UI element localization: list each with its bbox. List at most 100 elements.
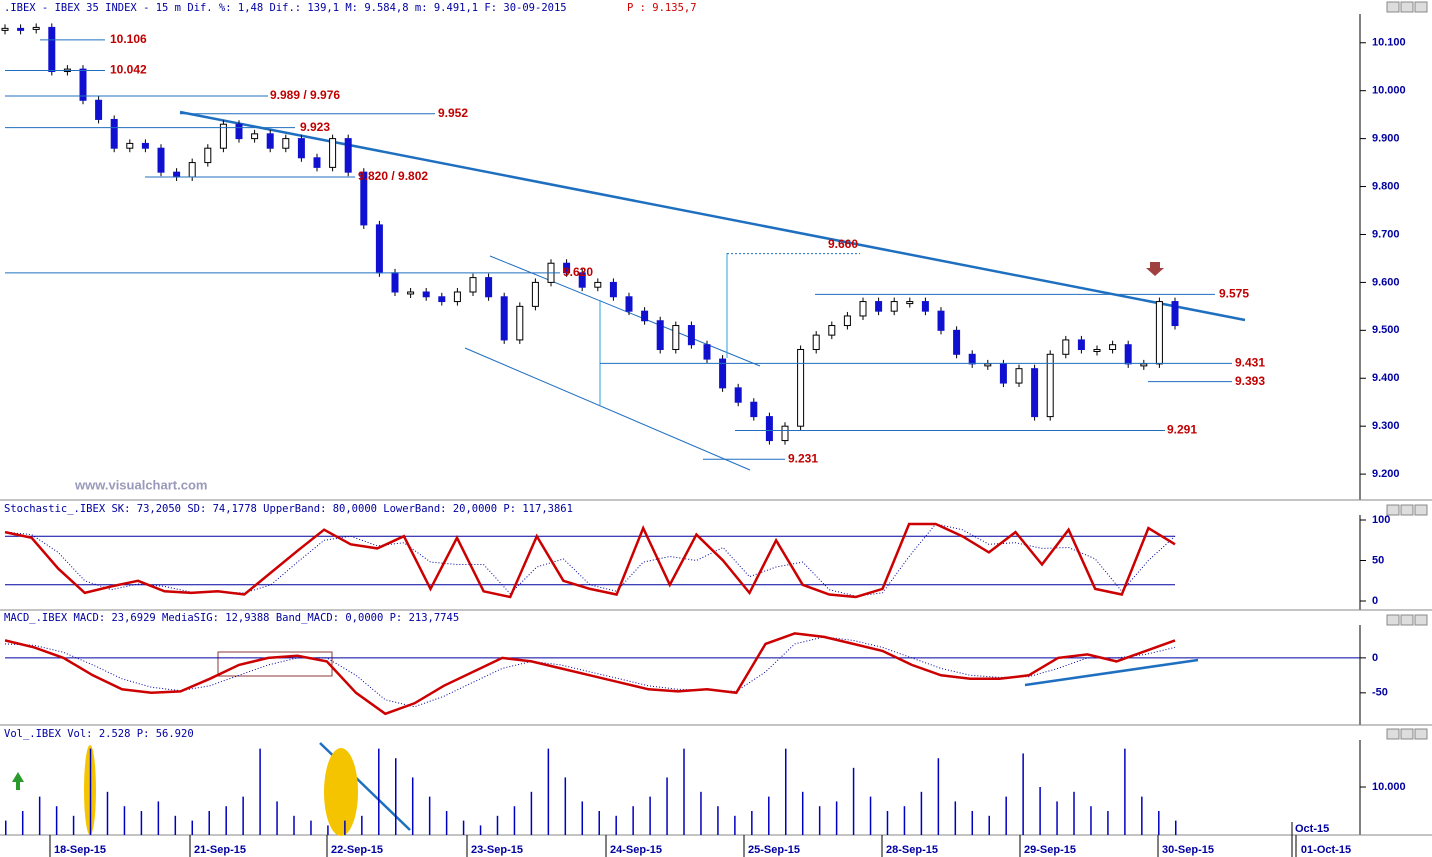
x-tick-label: 29-Sep-15 — [1024, 844, 1076, 856]
x-tick-label: 23-Sep-15 — [471, 844, 523, 856]
candle — [625, 296, 633, 312]
trendlines — [179, 110, 1246, 831]
candle — [781, 425, 789, 442]
volume-bar — [615, 815, 617, 835]
y-tick-label: 9.800 — [1372, 180, 1400, 192]
volume-bar — [530, 791, 533, 835]
candle — [984, 363, 992, 367]
candle — [438, 296, 446, 303]
volume-bar — [1039, 787, 1041, 835]
candle — [687, 325, 695, 346]
volume-bar — [598, 811, 600, 835]
candle — [360, 171, 368, 226]
candle — [656, 320, 664, 351]
level-label: 9.952 — [438, 106, 468, 120]
volume-bar — [852, 767, 855, 835]
candle — [875, 301, 883, 312]
candle — [999, 363, 1007, 384]
volume-bar — [72, 815, 75, 835]
volume-bar — [411, 777, 414, 835]
candle — [609, 281, 617, 298]
level-label: 10.042 — [110, 63, 147, 77]
y-tick-label: 10.000 — [1372, 85, 1406, 97]
candle — [765, 416, 773, 442]
volume-bar — [89, 748, 92, 835]
candle — [843, 315, 851, 327]
volume-bar — [479, 825, 482, 835]
candle — [282, 138, 290, 149]
candle — [266, 133, 274, 149]
volume-bar — [1158, 811, 1160, 835]
level-label: 9.231 — [788, 451, 818, 465]
level-label: 10.106 — [110, 32, 147, 46]
candle — [1093, 349, 1101, 353]
volume-bar — [5, 820, 7, 835]
candle — [594, 281, 602, 288]
candle — [110, 118, 118, 149]
volume-bar — [632, 806, 634, 835]
volume-bar — [954, 801, 957, 835]
volume-bar — [242, 796, 244, 835]
candle — [141, 142, 149, 149]
candle — [812, 334, 820, 351]
volume-bar — [208, 811, 210, 835]
volume-bar — [462, 820, 465, 835]
y-tick-label: 9.700 — [1372, 228, 1400, 240]
candle — [500, 296, 508, 341]
candle — [734, 387, 742, 403]
x-tick-label: 22-Sep-15 — [331, 844, 383, 856]
volume-bar — [1141, 796, 1143, 835]
y-tick-label: 9.900 — [1372, 133, 1400, 145]
volume-bar — [1090, 806, 1092, 835]
volume-bar — [785, 748, 787, 835]
volume-bar — [123, 806, 126, 835]
candle — [188, 162, 196, 178]
candle — [953, 329, 961, 355]
volume-bar — [445, 811, 448, 835]
watermark: www.visualchart.com — [74, 477, 207, 492]
volume-bar — [513, 806, 516, 835]
volume-bar — [903, 806, 906, 835]
candle — [1077, 339, 1085, 351]
candle — [1062, 339, 1070, 355]
window-buttons — [1386, 1, 1428, 740]
candle — [1140, 363, 1148, 367]
candle — [219, 123, 227, 149]
volume-bar — [920, 791, 923, 835]
volume-bar — [225, 806, 227, 835]
highlight-ellipse — [324, 748, 358, 836]
volume-bar — [21, 811, 24, 835]
volume-bar — [869, 796, 872, 835]
volume-bar — [768, 796, 770, 835]
volume-bar — [564, 777, 567, 835]
x-tick-label: 21-Sep-15 — [194, 844, 246, 856]
highlight-box — [217, 651, 333, 677]
candle — [422, 291, 430, 298]
y-tick-label: 9.200 — [1372, 468, 1400, 480]
level-label: 9.660 — [828, 237, 858, 251]
volume-bar — [55, 806, 58, 835]
volume-bar — [717, 806, 719, 835]
candle — [937, 310, 945, 331]
up-arrow — [12, 772, 24, 790]
candle — [17, 27, 25, 31]
volume-bar — [751, 811, 753, 835]
candle — [126, 142, 134, 149]
volume-bar — [496, 815, 499, 835]
down-arrow — [1146, 262, 1164, 276]
level-label: 9.291 — [1167, 423, 1197, 437]
candle — [79, 68, 87, 101]
volume-bar — [276, 801, 278, 835]
volume-bar — [1175, 820, 1177, 835]
volume-bar — [801, 791, 804, 835]
volume-bar — [378, 748, 380, 835]
x-tick-label: Oct-15 — [1295, 823, 1329, 835]
x-tick-label: 28-Sep-15 — [886, 844, 938, 856]
volume-bar — [1124, 748, 1126, 835]
volume-bar — [106, 791, 109, 835]
level-label: 9.431 — [1235, 356, 1265, 370]
volume-bar — [818, 806, 821, 835]
candle — [313, 157, 321, 168]
y-tick-label: 50 — [1372, 554, 1384, 566]
